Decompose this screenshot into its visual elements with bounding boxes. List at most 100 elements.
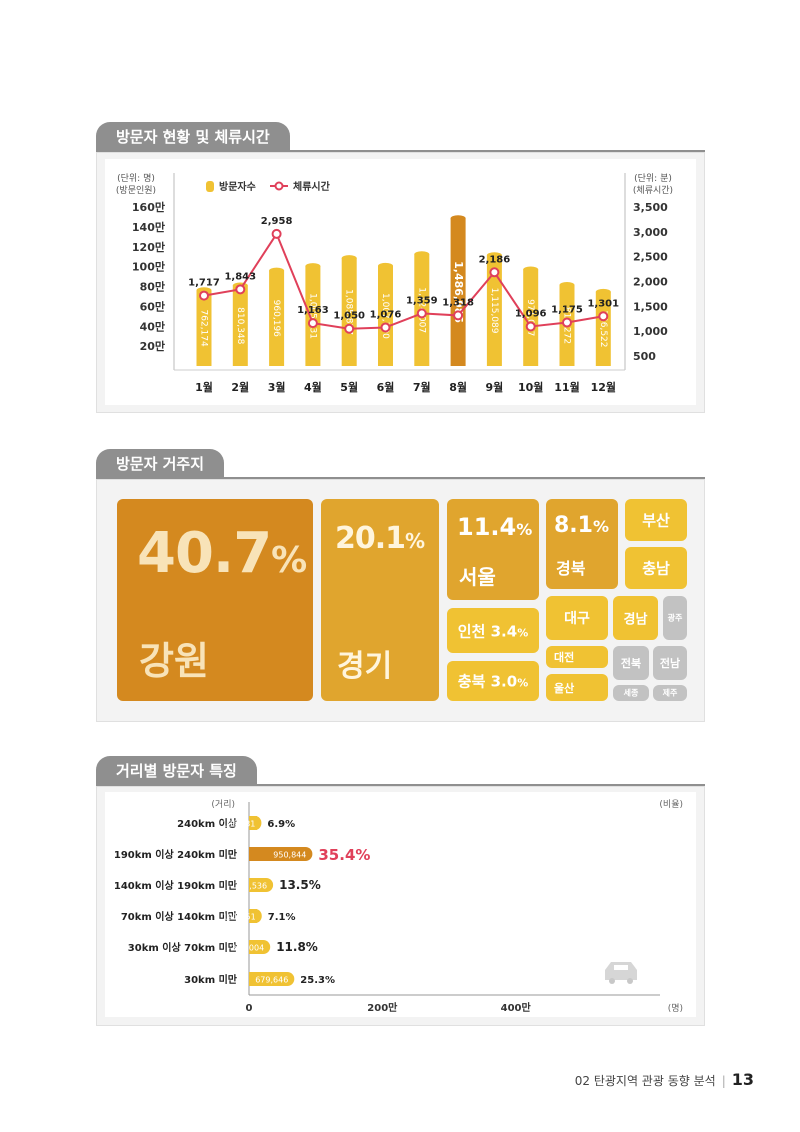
distance-bar <box>249 972 295 986</box>
month-tick-label: 7월 <box>413 380 431 394</box>
visitor-bar-cap <box>196 287 212 294</box>
stay-time-line <box>203 231 604 330</box>
visitor-bar-cap <box>450 215 466 222</box>
stay-time-point <box>271 228 282 239</box>
distance-chart-area: (거리) (비율) 0 200만 400만 (명) 240km 이상 186,131 6.9% 1… <box>105 792 696 1017</box>
stay-time-point <box>235 284 246 295</box>
tile-daejeon: 대전 <box>546 646 608 668</box>
left-axis-title: (방문인원) <box>116 185 156 196</box>
residence-panel: 40.7% 강원 20.1% 경기 11.4% 서울 8.1% 경북 부산 충남… <box>96 479 705 722</box>
stay-time-label: 1,717 <box>188 278 220 289</box>
visitor-value-label: 810,348 <box>235 307 245 344</box>
month-tick-label: 2월 <box>231 380 249 394</box>
tile-gyeongbuk: 8.1% 경북 <box>546 499 618 589</box>
distance-panel: (거리) (비율) 0 200만 400만 (명) 240km 이상 186,131 6.9% 1… <box>96 786 705 1026</box>
right-axis-title: (체류시간) <box>633 185 673 196</box>
visitor-bar <box>232 285 248 366</box>
stay-time-label: 1,175 <box>551 305 583 316</box>
visitors-chart: (단위: 명)(방문인원) (단위: 분)(체류시간) 방문자수 체류시간 20만 40만… <box>116 173 673 394</box>
distance-category-label: 190km 이상 240km 미만 <box>114 848 238 861</box>
visitor-bar <box>486 255 502 366</box>
gwangju-label: 광주 <box>667 613 683 623</box>
month-tick-label: 12월 <box>591 380 616 394</box>
x-tick-label: 0 <box>246 1003 253 1014</box>
stay-time-point <box>199 290 209 301</box>
month-tick-label: 1월 <box>195 380 213 394</box>
incheon-label: 인천 3.4% <box>457 622 529 640</box>
stay-time-point <box>562 317 572 328</box>
visitor-bar <box>595 291 611 366</box>
stay-time-label: 1,050 <box>333 311 365 322</box>
visitor-bar-cap <box>305 263 321 270</box>
distance-ratio-label: 7.1% <box>268 912 296 923</box>
visitor-bar-cap <box>269 267 285 274</box>
section-rule <box>96 477 705 479</box>
distance-ratio-label: 25.3% <box>300 975 335 986</box>
visitor-value-label: 1,085,857 <box>344 289 354 335</box>
visitor-value-label: 1,486,985 <box>452 261 465 323</box>
gangwon-pct: 40.7% <box>137 521 307 586</box>
x-tick-label: 400만 <box>501 1001 532 1014</box>
legend-line-label: 체류시간 <box>293 180 331 193</box>
tile-daegu: 대구 <box>546 596 608 640</box>
stay-time-label: 1,096 <box>515 308 547 319</box>
distance-bar-base <box>249 816 257 830</box>
distance-bar-base <box>249 878 257 892</box>
seoul-pct: 11.4% <box>457 513 533 541</box>
visitor-bar-cap <box>486 252 502 259</box>
legend-bar-swatch <box>206 181 214 192</box>
right-unit: (단위: 분) <box>634 173 672 184</box>
section-tab-residence: 방문자 거주지 <box>96 449 225 479</box>
jeonbuk-label: 전북 <box>620 657 642 670</box>
month-tick-label: 9월 <box>486 380 504 394</box>
stay-time-point <box>416 308 427 319</box>
visitors-chart-area: (단위: 명) (방문인원) (단위: 분) (체류시간) 방문자수 체류시간 20만 40만… <box>105 159 696 405</box>
distance-category-label: 240km 이상 <box>177 817 238 830</box>
left-tick-label: 80만 <box>140 280 165 294</box>
left-tick-label: 60만 <box>140 299 165 313</box>
visitor-value-label: 746,522 <box>598 310 608 347</box>
visitor-bar-cap <box>595 288 611 295</box>
right-tick-label: 1,000 <box>633 325 668 338</box>
tile-chungbuk: 충북 3.0% <box>447 661 539 701</box>
stay-time-point <box>307 318 318 329</box>
x-unit: (명) <box>668 1003 683 1014</box>
tile-jeju: 제주 <box>653 685 687 701</box>
visitor-bar <box>523 269 539 366</box>
month-tick-label: 5월 <box>340 380 358 394</box>
car-icon-window <box>614 965 628 970</box>
visitor-bar-cap <box>378 262 393 269</box>
month-tick-label: 3월 <box>268 380 286 394</box>
stay-time-label: 2,958 <box>261 216 293 227</box>
section-tab-visitors: 방문자 현황 및 체류시간 <box>96 122 290 152</box>
stay-time-label: 1,359 <box>406 295 438 306</box>
page-number: 13 <box>731 1070 754 1089</box>
car-icon-wheel <box>627 978 633 984</box>
left-tick-label: 120만 <box>132 240 165 254</box>
left-tick-label: 160만 <box>132 200 165 214</box>
distance-bar-base <box>249 909 257 923</box>
jeju-label: 제주 <box>662 688 678 698</box>
visitor-bar <box>269 270 285 366</box>
gangwon-label: 강원 <box>139 639 209 683</box>
footer-chapter: 02 탄광지역 관광 동향 분석 <box>574 1074 716 1088</box>
legend-line-marker <box>274 181 284 191</box>
distance-category-label: 30km 미만 <box>184 973 238 986</box>
visitor-value-label: 762,174 <box>199 310 209 347</box>
visitor-value-label: 960,196 <box>271 300 281 337</box>
daegu-label: 대구 <box>564 611 590 627</box>
right-tick-label: 500 <box>633 350 656 363</box>
gyeonggi-pct: 20.1% <box>335 521 425 556</box>
busan-label: 부산 <box>642 511 670 530</box>
footer-separator: | <box>721 1074 726 1088</box>
visitor-bar <box>378 265 393 366</box>
stay-time-label: 2,186 <box>479 254 511 265</box>
distance-ratio-label: 6.9% <box>267 819 295 830</box>
visitors-panel: (단위: 명) (방문인원) (단위: 분) (체류시간) 방문자수 체류시간 20만 40만… <box>96 152 705 413</box>
left-tick-label: 40만 <box>140 319 165 333</box>
month-tick-label: 6월 <box>377 380 395 394</box>
tile-gyeonggi: 20.1% 경기 <box>321 499 439 701</box>
tile-gangwon: 40.7% 강원 <box>117 499 313 701</box>
distance-category-label: 30km 이상 70km 미만 <box>128 941 238 954</box>
